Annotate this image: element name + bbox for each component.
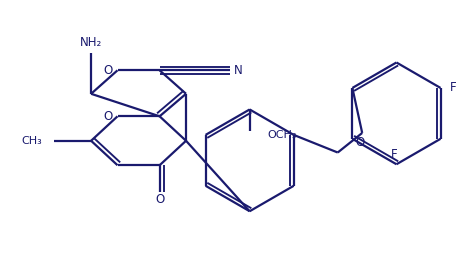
Text: F: F [391, 148, 398, 161]
Text: N: N [234, 64, 242, 77]
Text: O: O [355, 136, 365, 149]
Text: CH₃: CH₃ [21, 136, 42, 146]
Text: O: O [103, 64, 113, 77]
Text: F: F [450, 81, 457, 94]
Text: OCH₃: OCH₃ [267, 130, 297, 140]
Text: O: O [103, 110, 113, 123]
Text: NH₂: NH₂ [80, 36, 102, 49]
Text: O: O [155, 193, 164, 206]
